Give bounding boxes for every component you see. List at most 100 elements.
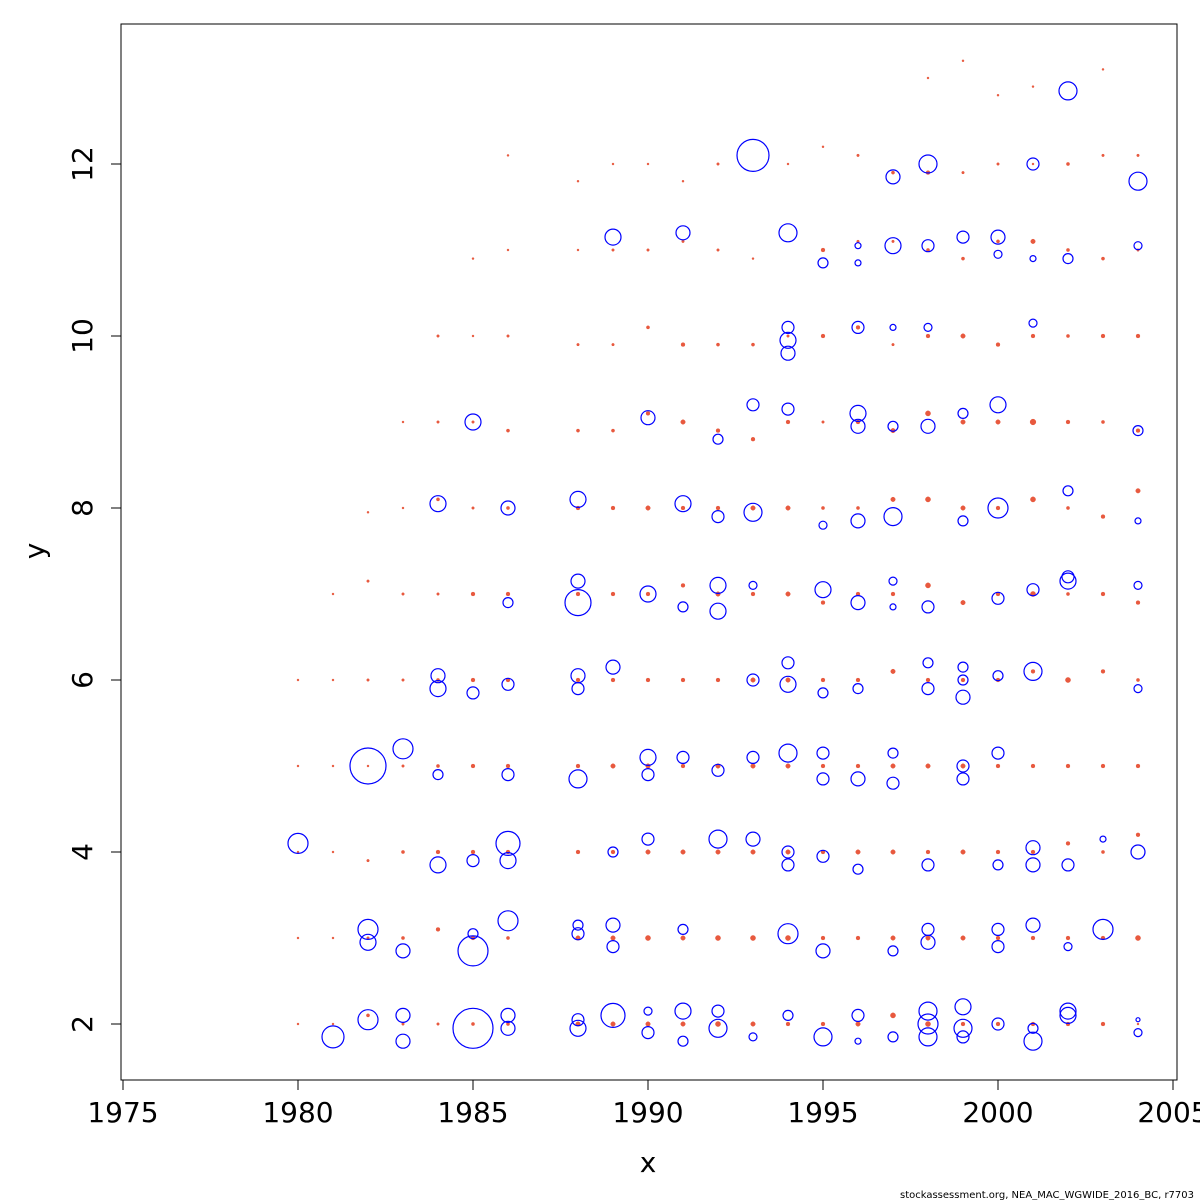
red-dot-point [995, 419, 1001, 425]
blue-circle-point [639, 748, 657, 767]
red-dot-point [610, 1021, 616, 1027]
blue-circle-point [502, 596, 514, 609]
blue-circle-point [918, 1001, 938, 1021]
red-dot-point [925, 849, 931, 855]
blue-circle-point [392, 738, 414, 760]
blue-circle-point [395, 943, 411, 959]
red-dot-point [925, 1021, 931, 1027]
red-dot-point [960, 849, 966, 855]
footer-credit: stockassessment.org, NEA_MAC_WGWIDE_2016… [900, 1190, 1194, 1200]
blue-circle-point [604, 228, 622, 246]
red-dot-point [715, 428, 721, 433]
red-dot-point [716, 342, 720, 347]
red-dot-point [331, 678, 335, 682]
blue-circle-point [1025, 917, 1041, 933]
red-dot-point [331, 764, 335, 768]
red-dot-point [1066, 162, 1070, 166]
red-dot-point [926, 76, 930, 80]
red-dot-point [401, 936, 405, 940]
blue-circle-point [500, 1020, 516, 1036]
blue-circle-point [1133, 580, 1143, 591]
red-dot-point [1030, 238, 1036, 244]
red-dot-point [1100, 333, 1106, 339]
blue-circle-point [888, 576, 898, 586]
blue-circle-point [781, 320, 795, 334]
red-dot-point [961, 256, 965, 261]
red-dot-point [611, 428, 615, 433]
red-dot-point [821, 420, 825, 424]
blue-circle-point [497, 910, 519, 932]
red-dot-point [610, 935, 616, 941]
blue-circle-point [708, 1018, 728, 1038]
red-dot-point [785, 505, 791, 511]
red-dot-point [891, 239, 895, 243]
red-dot-point [680, 1021, 686, 1027]
blue-circle-point [571, 1013, 585, 1027]
blue-circle-point [709, 576, 727, 595]
red-dot-point [890, 591, 896, 597]
red-dot-point [820, 935, 826, 941]
y-tick-label: 4 [66, 843, 99, 861]
red-dot-point [1030, 669, 1036, 674]
red-dot-point [1029, 418, 1037, 426]
blue-circle-point [711, 763, 725, 777]
blue-circle-point [1023, 661, 1043, 682]
red-dot-point [296, 936, 300, 940]
red-dot-point [331, 592, 335, 596]
blue-circle-point [777, 923, 799, 945]
blue-circle-point [1026, 157, 1040, 171]
red-dot-point [820, 247, 826, 253]
red-dot-point [1030, 849, 1036, 855]
blue-circle-point [675, 225, 691, 241]
blue-circle-point [779, 675, 797, 693]
blue-circle-point [1028, 318, 1038, 328]
blue-circle-point [884, 237, 902, 255]
red-dot-point [471, 334, 475, 338]
y-tick-label: 10 [66, 318, 99, 354]
blue-circle-point [457, 935, 489, 967]
blue-circle-point [957, 674, 969, 686]
blue-circle-point [987, 497, 1009, 519]
red-dot-point [575, 591, 581, 597]
red-dot-point [995, 1021, 1001, 1027]
blue-circle-point [1027, 1022, 1039, 1034]
blue-circle-point [989, 396, 1007, 414]
red-dot-point [610, 763, 616, 769]
red-dot-point [716, 162, 720, 166]
red-dot-point [471, 257, 475, 260]
blue-circle-point [321, 1025, 345, 1049]
blue-circle-point [605, 659, 621, 675]
blue-circle-point [429, 856, 447, 874]
blue-circle-point [606, 939, 620, 954]
blue-circle-point [886, 776, 900, 790]
red-dot-point [611, 248, 615, 252]
red-dot-point [645, 505, 651, 511]
red-dot-point [366, 579, 370, 583]
red-dot-point [680, 849, 686, 855]
blue-circle-point [993, 249, 1003, 259]
blue-circle-point [1025, 840, 1041, 856]
blue-circle-point [1029, 255, 1037, 263]
red-dot-point [786, 162, 790, 166]
blue-circle-point [885, 169, 901, 185]
red-dot-point [646, 248, 650, 252]
blue-circle-point [357, 918, 379, 941]
blue-circle-point [815, 943, 831, 959]
red-dot-point [960, 505, 966, 511]
red-dot-point [680, 505, 686, 511]
red-dot-point [401, 592, 405, 596]
blue-circle-point [501, 677, 515, 691]
red-dot-point [785, 849, 791, 855]
blue-circle-point [600, 1002, 626, 1029]
red-dot-point [891, 343, 895, 347]
red-dot-point [1065, 677, 1071, 683]
red-dot-point [435, 927, 441, 932]
red-dot-point [1100, 591, 1106, 597]
red-dot-point [995, 849, 1001, 855]
red-dot-point [750, 437, 756, 442]
blue-circle-point [429, 679, 447, 698]
blue-circle-point [569, 1019, 587, 1037]
red-dot-point [925, 410, 931, 417]
red-dot-point [645, 935, 651, 941]
blue-circle-point [467, 928, 479, 940]
